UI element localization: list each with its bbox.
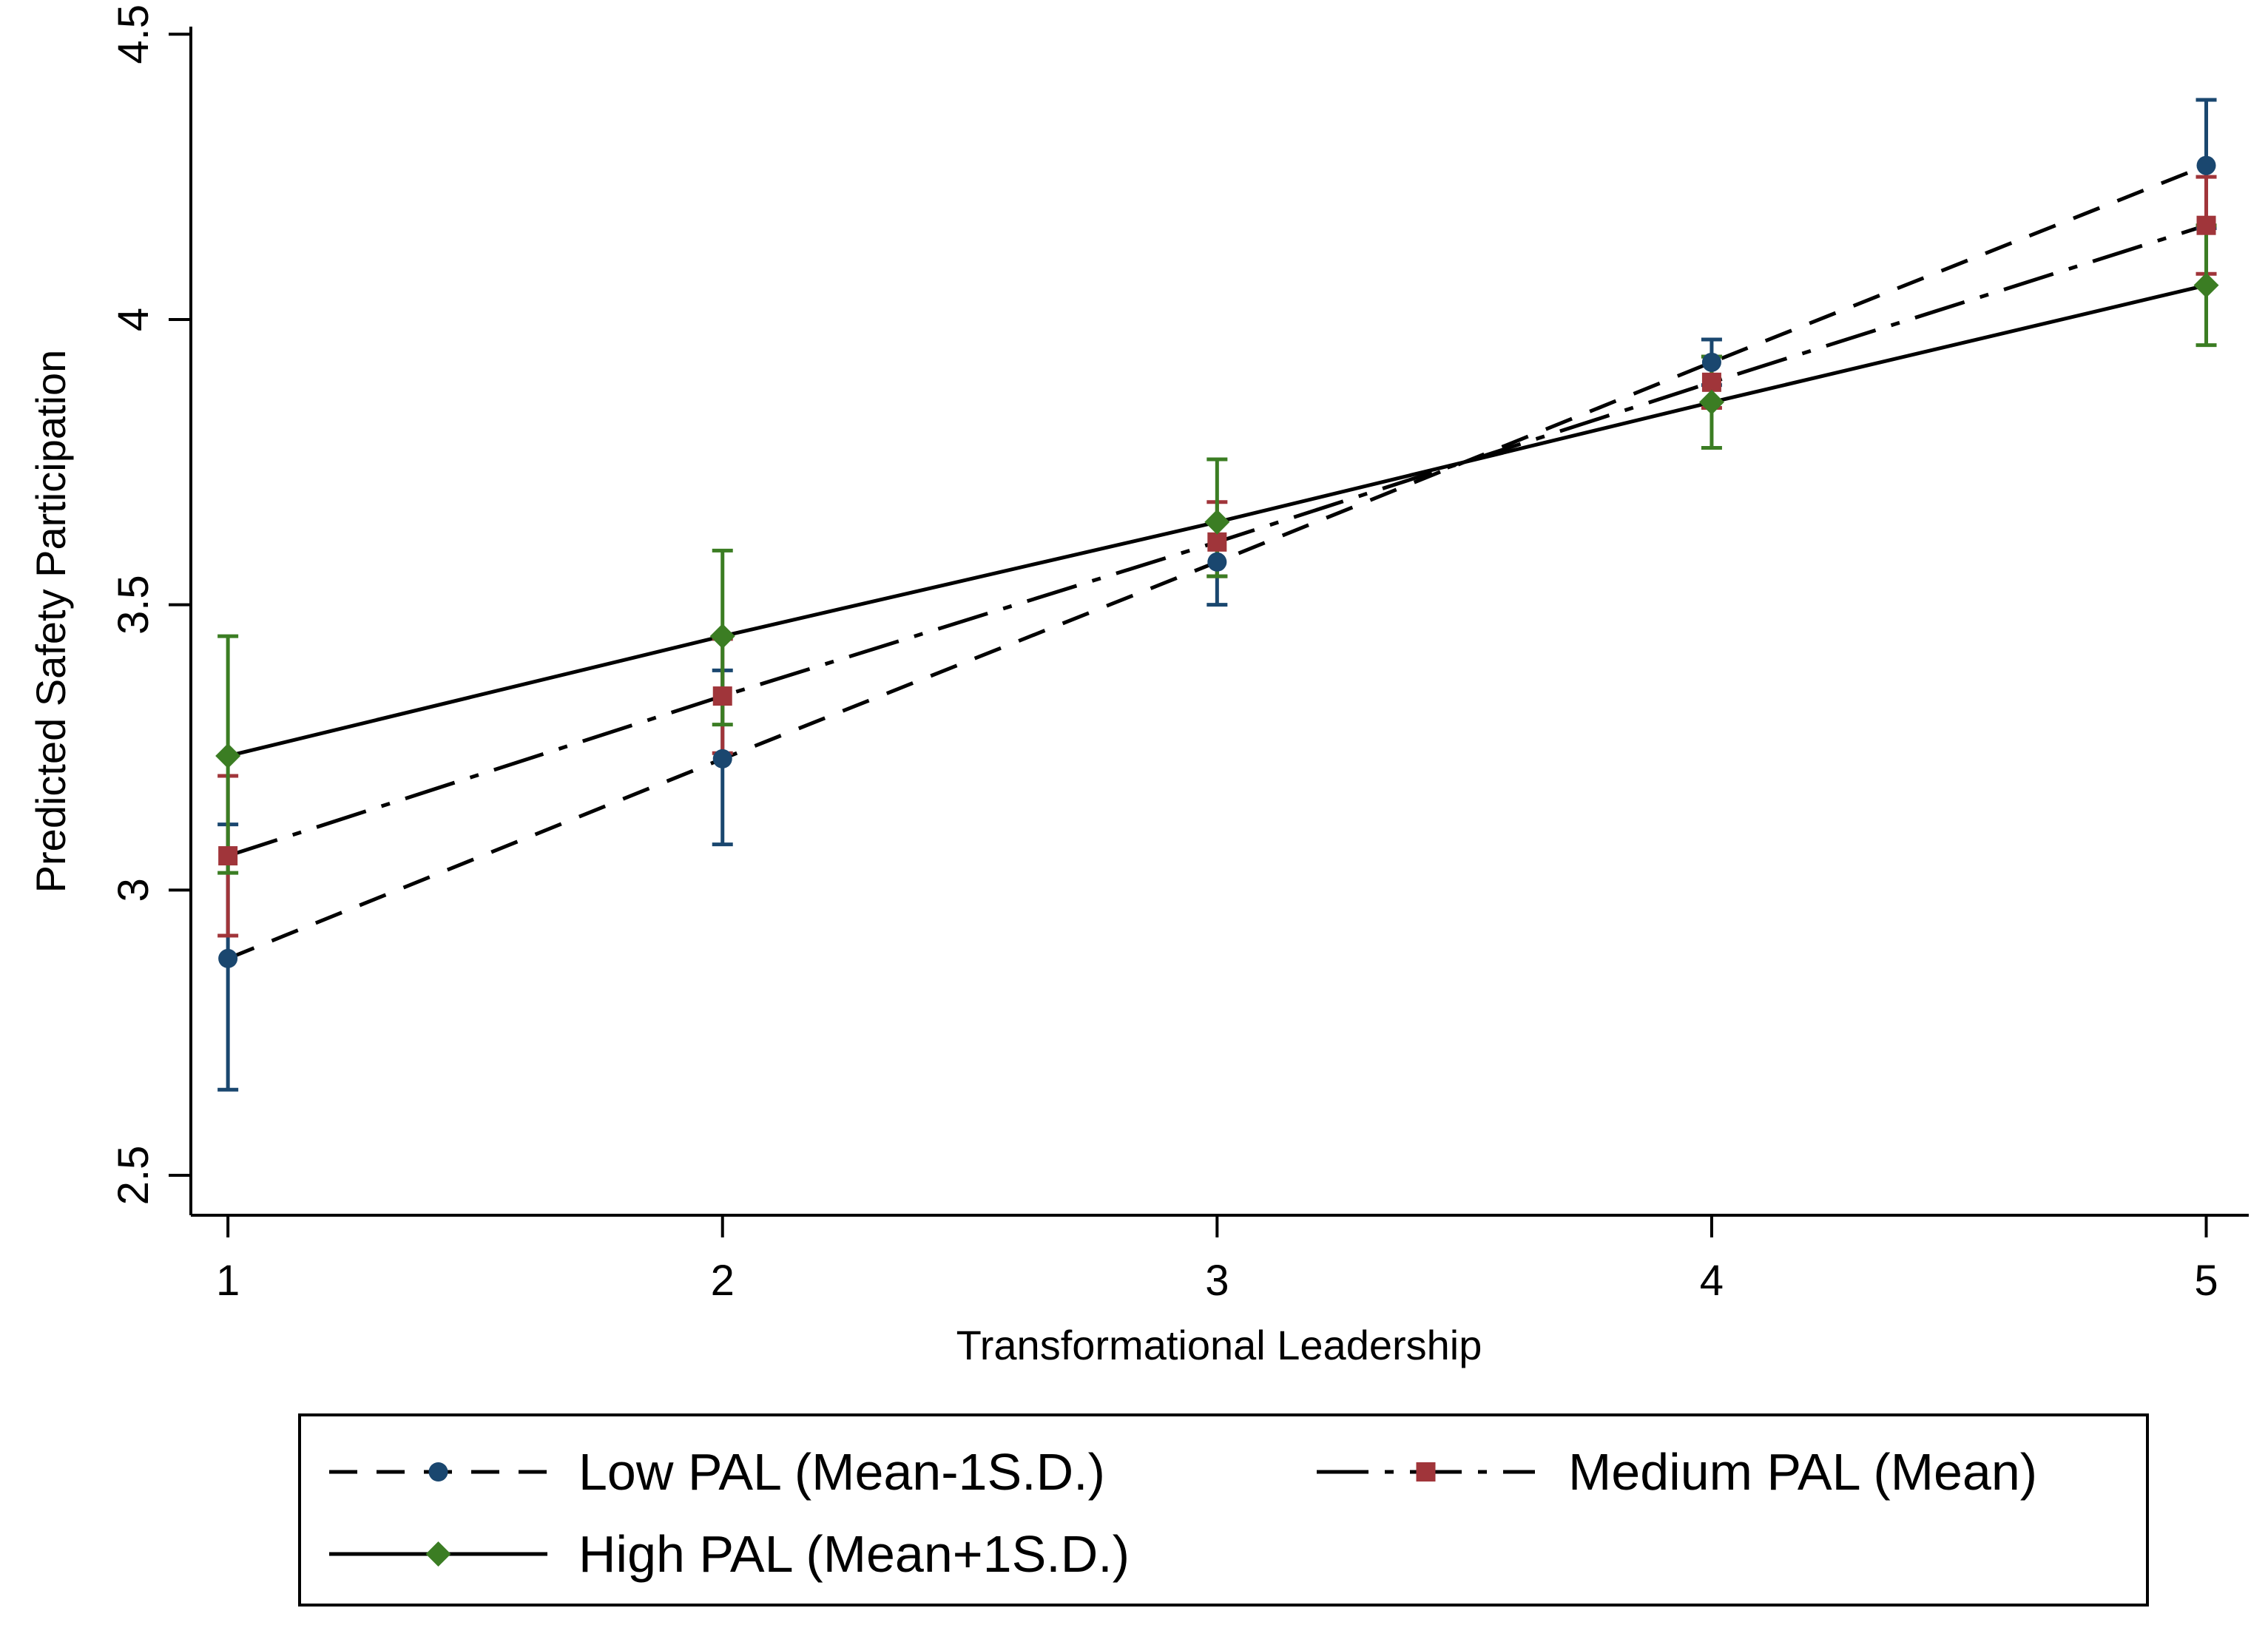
legend-label-high: High PAL (Mean+1S.D.) xyxy=(578,1525,1130,1583)
x-tick-label: 3 xyxy=(1205,1257,1229,1305)
series-markers xyxy=(215,155,2219,968)
y-axis-title: Predicted Safety Participation xyxy=(27,350,74,893)
legend-keys xyxy=(329,1462,1535,1567)
y-tick-label: 3 xyxy=(109,878,158,902)
medium-pal-marker xyxy=(218,846,238,866)
medium-pal-marker xyxy=(712,686,732,706)
y-tick-label: 4.5 xyxy=(109,4,158,64)
legend-key-marker-medium xyxy=(1416,1462,1436,1482)
legend: Low PAL (Mean-1S.D.) Medium PAL (Mean) H… xyxy=(298,1413,2149,1607)
medium-pal-marker xyxy=(1701,372,1721,392)
low-pal-marker xyxy=(218,948,238,968)
high-pal-marker xyxy=(709,624,735,649)
y-tick-label: 2.5 xyxy=(109,1146,158,1206)
y-axis-ticks: 2.5 3 3.5 4 4.5 xyxy=(109,4,191,1205)
y-tick-label: 3.5 xyxy=(109,575,158,635)
x-tick-label: 1 xyxy=(216,1257,240,1305)
legend-key-marker-low xyxy=(428,1462,448,1482)
x-tick-label: 2 xyxy=(711,1257,735,1305)
legend-label-low: Low PAL (Mean-1S.D.) xyxy=(578,1443,1105,1501)
low-pal-marker xyxy=(1701,352,1721,372)
low-pal-marker xyxy=(712,749,732,768)
legend-label-medium: Medium PAL (Mean) xyxy=(1568,1443,2037,1501)
medium-pal-marker xyxy=(1207,532,1227,552)
high-pal-marker xyxy=(2193,272,2219,298)
low-pal-marker xyxy=(1207,552,1227,572)
x-axis-ticks: 1 2 3 4 5 xyxy=(216,1215,2218,1305)
y-tick-label: 4 xyxy=(109,308,158,331)
high-pal-marker xyxy=(1204,509,1230,535)
x-tick-label: 4 xyxy=(1700,1257,1724,1305)
legend-key-marker-high xyxy=(425,1541,451,1567)
low-pal-marker xyxy=(2196,155,2216,175)
x-tick-label: 5 xyxy=(2194,1257,2218,1305)
x-axis-title: Transformational Leadership xyxy=(956,1322,1482,1368)
legend-box xyxy=(298,1413,2149,1607)
high-pal-marker xyxy=(215,743,241,769)
medium-pal-marker xyxy=(2196,215,2216,235)
high-pal-marker xyxy=(1698,389,1724,415)
